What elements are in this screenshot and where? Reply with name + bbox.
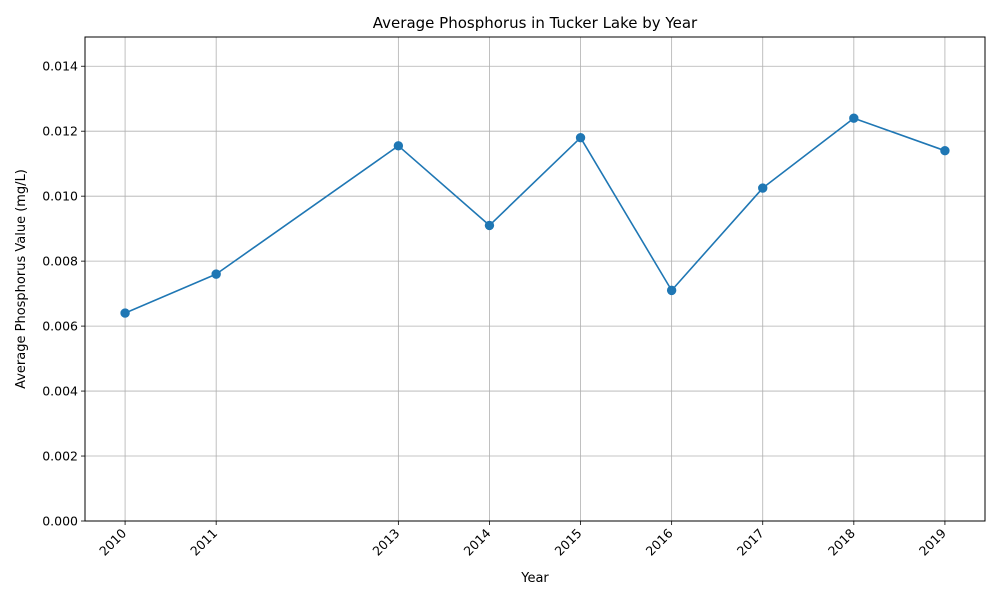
y-tick-label: 0.012: [42, 124, 78, 139]
data-point: [849, 113, 859, 123]
data-point: [211, 269, 221, 279]
series: [120, 113, 950, 318]
data-point: [120, 308, 130, 318]
y-tick-label: 0.004: [42, 384, 78, 399]
y-tick-label: 0.010: [42, 189, 78, 204]
x-tick-label: 2011: [187, 526, 220, 559]
plot-frame: [84, 36, 986, 522]
y-tick-label: 0.000: [42, 514, 78, 529]
x-tick-label: 2015: [552, 526, 585, 559]
data-point: [758, 183, 768, 193]
y-axis-label: Average Phosphorus Value (mg/L): [14, 169, 29, 389]
x-tick-label: 2018: [825, 525, 858, 558]
x-tick-label: 2016: [643, 525, 676, 558]
x-axis-label: Year: [520, 571, 549, 586]
data-point: [666, 285, 677, 296]
y-tick-label: 0.002: [42, 449, 78, 464]
y-tick-label: 0.008: [42, 254, 78, 269]
x-tick-label: 2010: [96, 525, 129, 558]
x-tick-label: 2014: [460, 525, 493, 558]
y-tick-label: 0.006: [42, 319, 78, 334]
data-point: [575, 132, 586, 143]
series-line: [124, 117, 946, 314]
x-tick-label: 2017: [734, 526, 767, 559]
data-point: [393, 141, 404, 151]
data-point: [484, 220, 495, 231]
axes: [84, 36, 986, 522]
data-point: [940, 145, 950, 156]
ticks: 0.000 0.002 0.004 0.006 0.008 0.010 0.012 0.014…: [42, 59, 949, 559]
x-tick-label: 2019: [916, 525, 949, 558]
chart-title: Average Phosphorus in Tucker Lake by Yea…: [373, 14, 698, 32]
grid: [85, 37, 985, 522]
x-tick-label: 2013: [369, 526, 402, 559]
y-tick-label: 0.014: [42, 59, 78, 74]
